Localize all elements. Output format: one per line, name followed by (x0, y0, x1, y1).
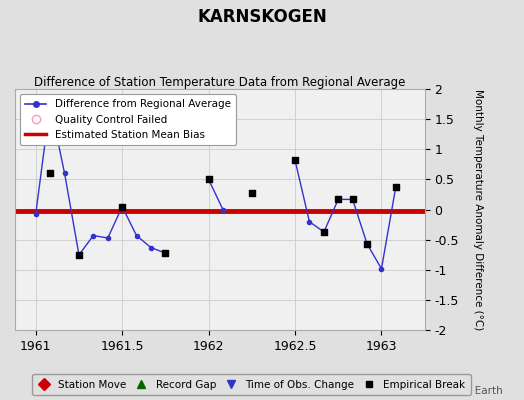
Point (334, 196, 343, 202)
Point (291, 157, 299, 163)
Point (320, 229, 328, 235)
Point (161, 250, 170, 256)
Point (204, 176, 213, 183)
Text: Berkeley Earth: Berkeley Earth (427, 386, 503, 396)
Text: KARNSKOGEN: KARNSKOGEN (197, 8, 327, 26)
Point (118, 204, 126, 210)
Title: Difference of Station Temperature Data from Regional Average: Difference of Station Temperature Data f… (34, 76, 406, 89)
Point (248, 190, 256, 196)
Legend: Station Move, Record Gap, Time of Obs. Change, Empirical Break: Station Move, Record Gap, Time of Obs. C… (32, 374, 471, 395)
Legend: Difference from Regional Average, Quality Control Failed, Estimated Station Mean: Difference from Regional Average, Qualit… (20, 94, 236, 145)
Y-axis label: Monthly Temperature Anomaly Difference (°C): Monthly Temperature Anomaly Difference (… (473, 89, 483, 330)
Point (348, 196, 357, 202)
Point (363, 241, 372, 247)
Point (75, 252, 83, 258)
Point (391, 184, 400, 190)
Point (46, 170, 54, 177)
